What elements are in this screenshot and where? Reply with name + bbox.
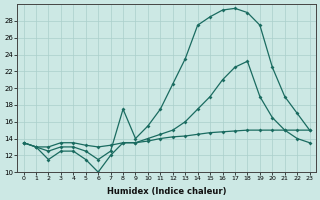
X-axis label: Humidex (Indice chaleur): Humidex (Indice chaleur) xyxy=(107,187,226,196)
